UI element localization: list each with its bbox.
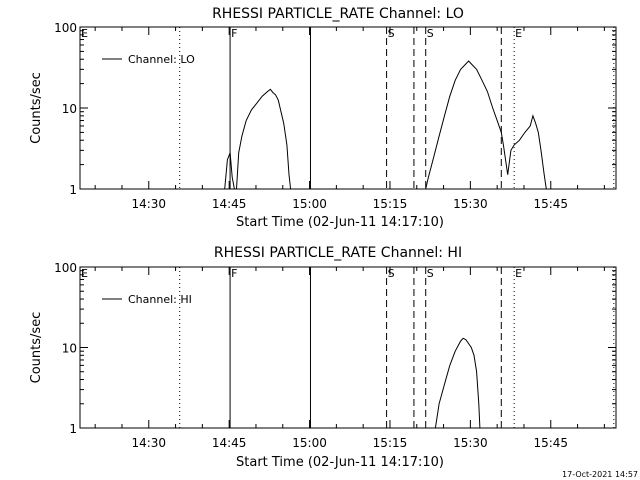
marker-label: F (231, 267, 237, 280)
x-tick-label: 15:00 (292, 436, 327, 450)
marker-label: E (515, 27, 522, 40)
plot-frame (79, 266, 617, 429)
y-tick-label: 10 (62, 342, 77, 356)
y-tick-label: 10 (62, 102, 77, 116)
marker-label: E (515, 267, 522, 280)
marker-label: S (388, 267, 395, 280)
legend-label: Channel: HI (128, 293, 192, 306)
chart-title: RHESSI PARTICLE_RATE Channel: HI (214, 245, 462, 261)
x-tick-label: 15:15 (373, 197, 408, 211)
x-tick-label: 15:30 (453, 197, 488, 211)
marker-label: F (231, 27, 237, 40)
chart-title: RHESSI PARTICLE_RATE Channel: LO (212, 6, 464, 22)
x-tick-label: 14:45 (212, 197, 247, 211)
x-tick-label: 15:45 (533, 197, 568, 211)
x-tick-label: 14:45 (212, 436, 247, 450)
series-line (224, 152, 235, 190)
x-tick-label: 15:15 (373, 436, 408, 450)
plot-frame (79, 26, 617, 190)
marker-label: E (81, 267, 88, 280)
series-line (425, 60, 547, 190)
y-axis-label: Counts/sec (29, 312, 44, 384)
series-line (236, 88, 292, 190)
y-tick-label: 100 (54, 261, 77, 275)
legend-label: Channel: LO (128, 53, 195, 66)
y-tick-label: 1 (69, 183, 77, 197)
y-axis-label: Counts/sec (29, 72, 44, 144)
x-axis-label: Start Time (02-Jun-11 14:17:10) (236, 455, 444, 470)
x-axis-label: Start Time (02-Jun-11 14:17:10) (236, 215, 444, 230)
marker-label: S (388, 27, 395, 40)
x-tick-label: 15:00 (292, 197, 327, 211)
x-tick-label: 15:45 (533, 436, 568, 450)
marker-label: E (81, 27, 88, 40)
x-tick-label: 14:30 (131, 436, 166, 450)
x-tick-label: 14:30 (131, 197, 166, 211)
y-tick-label: 1 (69, 422, 77, 436)
chart-panel-1: RHESSI PARTICLE_RATE Channel: LO 1 10 100 14… (29, 6, 617, 230)
y-tick-label: 100 (54, 21, 77, 35)
series-line (434, 337, 481, 429)
x-tick-label: 15:30 (453, 436, 488, 450)
footer-timestamp: 17-Oct-2021 14:57 (562, 470, 638, 479)
marker-label: S (427, 267, 434, 280)
chart-panel-2: RHESSI PARTICLE_RATE Channel: HI 1 10 100 14… (29, 245, 617, 470)
marker-label: S (427, 27, 434, 40)
